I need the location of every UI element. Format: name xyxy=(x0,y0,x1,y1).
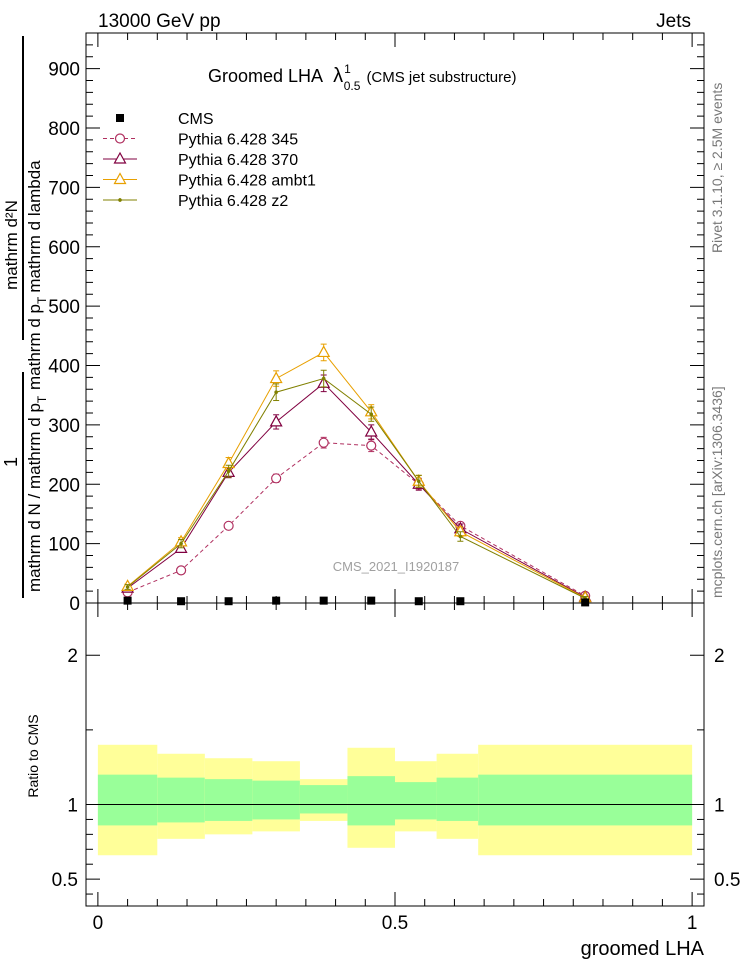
legend-marker xyxy=(118,198,122,202)
ratio-y-tick-label-right-1: 1 xyxy=(714,796,725,817)
data-point xyxy=(321,376,326,381)
ylabel-denominator-1: mathrm d N / mathrm d pT xyxy=(25,395,49,592)
data-point xyxy=(274,390,278,395)
data-point xyxy=(414,597,423,606)
chart-title: Groomed LHA λ1 0.5 (CMS jet substructure) xyxy=(208,62,516,93)
side-label-rivet: Rivet 3.1.10, ≥ 2.5M events xyxy=(709,83,725,253)
legend-marker xyxy=(113,151,127,164)
y-tick-label-900: 900 xyxy=(48,60,80,81)
series-1 xyxy=(122,436,591,601)
data-point xyxy=(367,596,376,605)
ratio-axes: 0.5 0.5 1 1 2 2 0 0.5 1 xyxy=(52,602,740,934)
ratio-inner-band-7 xyxy=(436,777,479,821)
data-point xyxy=(318,437,329,448)
ratio-y-tick-label-left-2: 2 xyxy=(67,646,78,667)
legend-label: Pythia 6.428 370 xyxy=(178,152,298,169)
data-point xyxy=(224,597,233,606)
legend-entry-1: Pythia 6.428 345 xyxy=(103,132,298,149)
header-left: 13000 GeV pp xyxy=(98,11,221,32)
data-point xyxy=(416,479,421,484)
data-point xyxy=(271,473,282,484)
header-right: Jets xyxy=(656,11,691,32)
ratio-ylabel: Ratio to CMS xyxy=(25,714,41,797)
data-point xyxy=(226,469,231,473)
series-line-1 xyxy=(127,442,586,597)
legend-label: Pythia 6.428 z2 xyxy=(178,193,288,210)
x-tick-label-0: 0 xyxy=(93,913,104,934)
side-label-mcplots: mcplots.cern.ch [arXiv:1306.3436] xyxy=(709,386,725,598)
data-point xyxy=(581,598,590,607)
legend-marker xyxy=(116,114,124,122)
data-point xyxy=(123,596,132,605)
ylabel-denominator-2: mathrm d pTmathrm d lambda xyxy=(25,160,49,390)
ratio-y-tick-label-left-0.5: 0.5 xyxy=(52,870,78,891)
data-point xyxy=(364,424,378,437)
y-tick-label-800: 800 xyxy=(48,119,80,140)
series-0 xyxy=(123,596,590,607)
data-point xyxy=(319,596,328,605)
y-tick-label-400: 400 xyxy=(48,357,80,378)
legend: CMS Pythia 6.428 345 Pythia 6.428 370 Pythi… xyxy=(103,111,316,210)
y-tick-label-600: 600 xyxy=(48,238,80,259)
y-axis-label: 1 mathrm d N / mathrm d pT mathrm d²N ma… xyxy=(1,36,49,598)
legend-label: Pythia 6.428 345 xyxy=(178,132,298,149)
y-tick-label-0: 0 xyxy=(69,594,80,615)
data-point xyxy=(369,412,374,416)
ratio-y-tick-label-right-2: 2 xyxy=(714,646,725,667)
y-tick-label-500: 500 xyxy=(48,297,80,318)
data-point xyxy=(269,371,283,384)
ylabel-numerator-1: 1 xyxy=(1,457,21,467)
x-tick-label-1: 1 xyxy=(687,913,698,934)
data-point xyxy=(272,596,281,605)
data-point xyxy=(366,440,377,451)
ratio-inner-band-6 xyxy=(395,782,437,820)
legend-entry-2: Pythia 6.428 370 xyxy=(103,151,298,169)
ratio-inner-band-2 xyxy=(204,779,253,821)
legend-entry-4: Pythia 6.428 z2 xyxy=(103,193,288,210)
legend-label: Pythia 6.428 ambt1 xyxy=(178,173,316,190)
data-point xyxy=(456,597,465,606)
data-point xyxy=(269,414,283,427)
y-tick-label-300: 300 xyxy=(48,416,80,437)
ratio-inner-band-1 xyxy=(157,777,205,823)
data-point xyxy=(177,597,186,606)
legend-entry-0: CMS xyxy=(116,111,214,128)
data-point xyxy=(223,520,234,531)
ratio-y-tick-label-right-0.5: 0.5 xyxy=(714,870,740,891)
data-point xyxy=(179,541,183,546)
data-point xyxy=(175,565,187,576)
legend-entry-3: Pythia 6.428 ambt1 xyxy=(103,172,316,190)
legend-marker xyxy=(114,133,126,144)
legend-label: CMS xyxy=(178,111,214,128)
data-point xyxy=(317,345,331,358)
legend-marker xyxy=(113,172,127,185)
ratio-y-tick-label-left-1: 1 xyxy=(67,796,78,817)
ratio-bands xyxy=(97,744,693,856)
watermark: CMS_2021_I1920187 xyxy=(333,559,460,574)
y-tick-label-100: 100 xyxy=(48,535,80,556)
series-layer xyxy=(121,343,592,607)
ratio-inner-band-3 xyxy=(252,780,300,820)
ratio-inner-band-4 xyxy=(299,785,348,814)
ratio-inner-band-5 xyxy=(347,776,395,826)
x-tick-label-0.5: 0.5 xyxy=(382,913,408,934)
data-point xyxy=(125,585,130,589)
y-tick-label-700: 700 xyxy=(48,178,80,199)
y-tick-label-200: 200 xyxy=(48,475,80,496)
main-axes: 0 100 200 300 400 500 600 700 800 900 xyxy=(48,32,705,615)
x-axis-label: groomed LHA xyxy=(581,938,705,960)
data-point xyxy=(458,534,463,539)
ratio-inner-band-8 xyxy=(478,774,693,826)
ratio-inner-band-0 xyxy=(97,774,158,826)
ylabel-numerator-2: mathrm d²N xyxy=(2,200,21,290)
